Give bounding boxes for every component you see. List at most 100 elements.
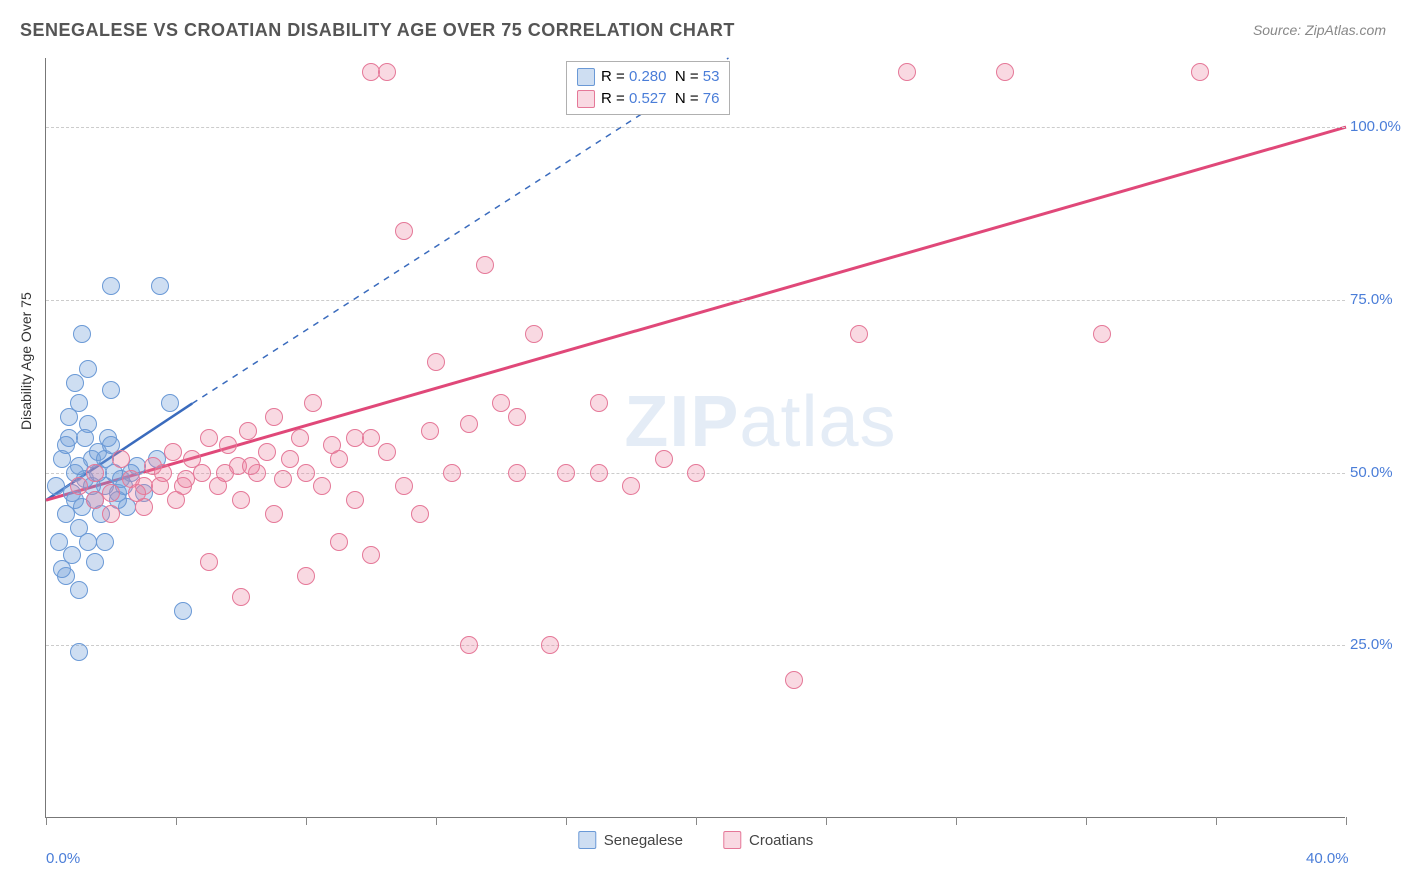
- data-point: [79, 360, 97, 378]
- data-point: [70, 581, 88, 599]
- y-tick-label: 50.0%: [1350, 464, 1405, 481]
- data-point: [622, 477, 640, 495]
- data-point: [102, 277, 120, 295]
- data-point: [304, 394, 322, 412]
- data-point: [1191, 63, 1209, 81]
- gridline: [46, 645, 1345, 646]
- data-point: [1093, 325, 1111, 343]
- data-point: [219, 436, 237, 454]
- data-point: [346, 491, 364, 509]
- data-point: [60, 408, 78, 426]
- data-point: [239, 422, 257, 440]
- data-point: [395, 477, 413, 495]
- data-point: [70, 643, 88, 661]
- data-point: [525, 325, 543, 343]
- y-tick-label: 75.0%: [1350, 291, 1405, 308]
- data-point: [492, 394, 510, 412]
- data-point: [508, 464, 526, 482]
- swatch-blue: [578, 831, 596, 849]
- x-tick-label: 40.0%: [1306, 850, 1349, 867]
- series-legend: Senegalese Croatians: [578, 831, 813, 849]
- data-point: [313, 477, 331, 495]
- x-tick-label: 0.0%: [46, 850, 80, 867]
- data-point: [362, 546, 380, 564]
- y-tick-label: 100.0%: [1350, 118, 1405, 135]
- data-point: [50, 533, 68, 551]
- data-point: [898, 63, 916, 81]
- data-point: [96, 533, 114, 551]
- data-point: [232, 491, 250, 509]
- data-point: [177, 470, 195, 488]
- data-point: [86, 553, 104, 571]
- x-tick: [176, 817, 177, 825]
- correlation-legend: R = 0.280 N = 53 R = 0.527 N = 76: [566, 61, 730, 115]
- data-point: [687, 464, 705, 482]
- data-point: [164, 443, 182, 461]
- swatch-pink: [723, 831, 741, 849]
- data-point: [590, 464, 608, 482]
- data-point: [112, 450, 130, 468]
- data-point: [258, 443, 276, 461]
- data-point: [232, 588, 250, 606]
- data-point: [265, 505, 283, 523]
- gridline: [46, 300, 1345, 301]
- data-point: [590, 394, 608, 412]
- legend-row-senegalese: R = 0.280 N = 53: [577, 66, 719, 88]
- source-credit: Source: ZipAtlas.com: [1253, 22, 1386, 38]
- data-point: [76, 429, 94, 447]
- data-point: [411, 505, 429, 523]
- data-point: [427, 353, 445, 371]
- x-tick: [826, 817, 827, 825]
- data-point: [395, 222, 413, 240]
- data-point: [167, 491, 185, 509]
- data-point: [541, 636, 559, 654]
- legend-item-senegalese: Senegalese: [578, 831, 683, 849]
- data-point: [242, 457, 260, 475]
- data-point: [216, 464, 234, 482]
- data-point: [291, 429, 309, 447]
- data-point: [557, 464, 575, 482]
- data-point: [128, 484, 146, 502]
- data-point: [86, 491, 104, 509]
- y-tick-label: 25.0%: [1350, 636, 1405, 653]
- data-point: [73, 325, 91, 343]
- data-point: [297, 464, 315, 482]
- data-point: [460, 415, 478, 433]
- x-tick: [956, 817, 957, 825]
- data-point: [174, 602, 192, 620]
- gridline: [46, 127, 1345, 128]
- scatter-chart: ZIPatlas R = 0.280 N = 53 R = 0.527 N = …: [45, 58, 1345, 818]
- data-point: [378, 63, 396, 81]
- x-tick: [46, 817, 47, 825]
- data-point: [421, 422, 439, 440]
- data-point: [200, 553, 218, 571]
- swatch-blue: [577, 68, 595, 86]
- data-point: [193, 464, 211, 482]
- data-point: [274, 470, 292, 488]
- data-point: [102, 505, 120, 523]
- data-point: [281, 450, 299, 468]
- data-point: [66, 374, 84, 392]
- y-axis-label: Disability Age Over 75: [18, 292, 34, 430]
- swatch-pink: [577, 90, 595, 108]
- x-tick: [1346, 817, 1347, 825]
- x-tick: [1216, 817, 1217, 825]
- x-tick: [696, 817, 697, 825]
- data-point: [460, 636, 478, 654]
- data-point: [200, 429, 218, 447]
- data-point: [508, 408, 526, 426]
- data-point: [102, 381, 120, 399]
- data-point: [362, 429, 380, 447]
- data-point: [70, 477, 88, 495]
- data-point: [785, 671, 803, 689]
- data-point: [86, 464, 104, 482]
- data-point: [297, 567, 315, 585]
- data-point: [850, 325, 868, 343]
- legend-row-croatians: R = 0.527 N = 76: [577, 88, 719, 110]
- x-tick: [436, 817, 437, 825]
- data-point: [996, 63, 1014, 81]
- data-point: [265, 408, 283, 426]
- data-point: [161, 394, 179, 412]
- x-tick: [306, 817, 307, 825]
- data-point: [476, 256, 494, 274]
